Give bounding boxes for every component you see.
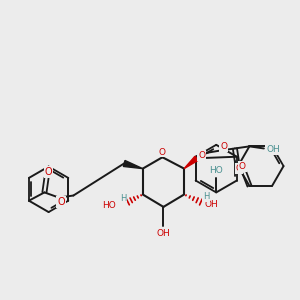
Text: O: O	[239, 162, 246, 171]
Text: O: O	[220, 142, 227, 151]
Text: H: H	[203, 192, 209, 201]
Text: OH: OH	[204, 200, 218, 209]
Text: O: O	[57, 197, 65, 207]
Polygon shape	[123, 160, 143, 169]
Polygon shape	[184, 156, 198, 169]
Text: HO: HO	[102, 201, 116, 210]
Text: H: H	[120, 194, 126, 203]
Text: O: O	[159, 148, 166, 157]
Text: O: O	[236, 164, 242, 172]
Text: O: O	[45, 167, 52, 177]
Text: HO: HO	[209, 166, 223, 175]
Text: O: O	[198, 151, 205, 160]
Text: OH: OH	[266, 145, 280, 154]
Text: OH: OH	[157, 229, 170, 238]
